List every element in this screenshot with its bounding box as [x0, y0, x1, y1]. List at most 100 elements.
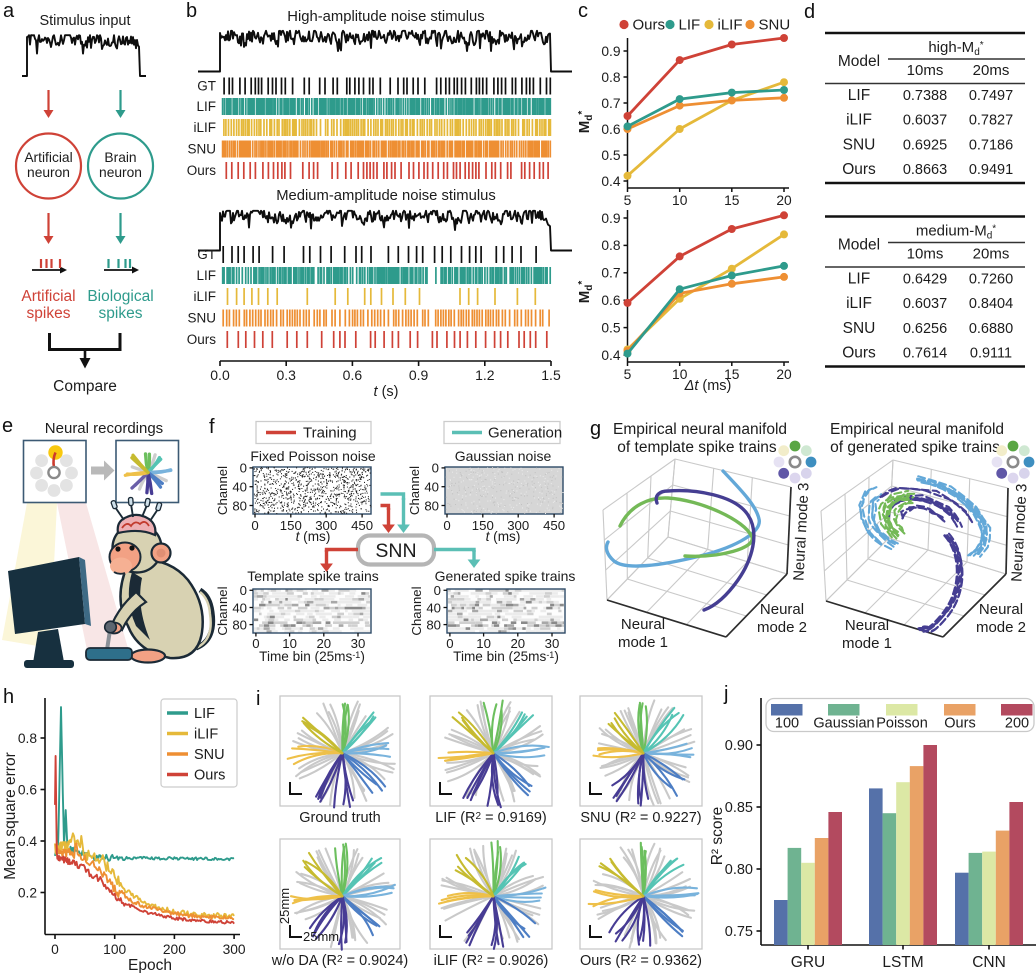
- svg-text:100: 100: [103, 942, 126, 957]
- svg-text:mode 2: mode 2: [976, 619, 1026, 636]
- svg-text:0.9: 0.9: [601, 211, 621, 226]
- svg-text:0.8: 0.8: [18, 731, 38, 746]
- svg-text:0: 0: [251, 518, 258, 533]
- svg-text:Time bin (25ms-1): Time bin (25ms-1): [259, 649, 365, 664]
- svg-text:0: 0: [240, 461, 247, 476]
- svg-text:medium-Md*: medium-Md*: [916, 223, 996, 242]
- svg-text:LIF: LIF: [194, 706, 215, 722]
- svg-text:Channel: Channel: [215, 586, 230, 635]
- svg-text:t (ms): t (ms): [296, 529, 331, 544]
- svg-text:Ours: Ours: [633, 17, 666, 34]
- svg-text:0.9111: 0.9111: [970, 346, 1012, 362]
- svg-text:Poisson: Poisson: [876, 716, 928, 732]
- svg-text:80: 80: [232, 498, 247, 513]
- svg-text:0.3: 0.3: [276, 367, 296, 383]
- svg-text:10ms: 10ms: [907, 246, 944, 263]
- svg-text:of generated spike trains: of generated spike trains: [830, 439, 1000, 456]
- svg-text:10ms: 10ms: [907, 62, 944, 79]
- svg-text:t (s): t (s): [374, 384, 399, 400]
- svg-text:Model: Model: [838, 53, 880, 70]
- svg-text:neuron: neuron: [99, 165, 142, 180]
- svg-text:d: d: [804, 1, 815, 23]
- svg-text:0.7260: 0.7260: [969, 272, 1013, 288]
- svg-text:1.2: 1.2: [475, 367, 495, 383]
- svg-text:0.5: 0.5: [601, 148, 621, 163]
- svg-text:0.8: 0.8: [601, 70, 621, 85]
- svg-text:Channel: Channel: [215, 466, 230, 515]
- svg-text:100: 100: [775, 716, 799, 732]
- svg-text:0.5: 0.5: [601, 320, 621, 335]
- svg-text:0.0: 0.0: [210, 367, 230, 383]
- svg-text:80: 80: [232, 617, 247, 632]
- svg-text:Empirical neural manifold: Empirical neural manifold: [830, 421, 1004, 438]
- svg-text:20ms: 20ms: [973, 246, 1010, 263]
- svg-text:t (ms): t (ms): [486, 529, 521, 544]
- svg-text:LIF: LIF: [848, 271, 870, 288]
- svg-text:neuron: neuron: [27, 165, 70, 180]
- svg-text:e: e: [2, 415, 13, 437]
- svg-text:LIF (R2 = 0.9169): LIF (R2 = 0.9169): [435, 810, 547, 826]
- svg-text:0.9: 0.9: [409, 367, 429, 383]
- svg-text:Compare: Compare: [53, 378, 117, 395]
- svg-text:200: 200: [163, 942, 186, 957]
- svg-text:20: 20: [776, 367, 792, 382]
- svg-text:0.6925: 0.6925: [903, 137, 947, 153]
- svg-text:0: 0: [240, 583, 247, 598]
- svg-text:Artificial: Artificial: [24, 150, 72, 165]
- svg-text:SNU: SNU: [843, 320, 876, 337]
- svg-text:Biological: Biological: [87, 288, 153, 305]
- svg-text:0: 0: [51, 942, 59, 957]
- svg-text:Model: Model: [838, 237, 880, 254]
- svg-text:spikes: spikes: [99, 305, 143, 322]
- svg-text:0.7827: 0.7827: [969, 113, 1013, 129]
- svg-text:20: 20: [776, 193, 792, 208]
- svg-text:0.75: 0.75: [725, 924, 753, 940]
- svg-text:GRU: GRU: [791, 954, 825, 971]
- svg-text:0.4: 0.4: [601, 348, 621, 363]
- svg-text:0.80: 0.80: [725, 862, 753, 878]
- svg-text:R² score: R² score: [709, 807, 726, 866]
- svg-text:iLIF: iLIF: [193, 289, 216, 304]
- svg-text:SNU: SNU: [759, 17, 791, 34]
- svg-text:Ours (R2 = 0.9362): Ours (R2 = 0.9362): [580, 953, 702, 969]
- svg-text:20ms: 20ms: [973, 62, 1010, 79]
- svg-text:0.8404: 0.8404: [969, 296, 1013, 312]
- svg-text:0.7: 0.7: [601, 96, 620, 111]
- svg-text:0.7186: 0.7186: [969, 137, 1013, 153]
- svg-text:Ours: Ours: [944, 716, 975, 732]
- svg-text:0.6037: 0.6037: [903, 113, 947, 129]
- svg-text:0: 0: [443, 518, 450, 533]
- svg-text:40: 40: [232, 480, 247, 495]
- svg-text:Δt (ms): Δt (ms): [684, 378, 732, 394]
- svg-text:0.7497: 0.7497: [969, 88, 1013, 104]
- svg-text:450: 450: [351, 518, 373, 533]
- svg-text:40: 40: [424, 480, 439, 495]
- svg-text:300: 300: [223, 942, 246, 957]
- svg-text:Ours: Ours: [194, 768, 225, 784]
- svg-text:40: 40: [232, 600, 247, 615]
- svg-text:spikes: spikes: [27, 305, 71, 322]
- svg-text:0.6037: 0.6037: [903, 296, 947, 312]
- svg-text:40: 40: [426, 600, 441, 615]
- svg-text:0.2: 0.2: [18, 885, 37, 900]
- svg-text:0.4: 0.4: [601, 174, 621, 189]
- svg-text:80: 80: [424, 498, 439, 513]
- svg-text:iLIF: iLIF: [846, 112, 872, 129]
- svg-text:f: f: [209, 416, 215, 438]
- svg-text:LSTM: LSTM: [882, 954, 923, 971]
- svg-text:SNU: SNU: [187, 142, 216, 157]
- svg-text:h: h: [3, 686, 14, 708]
- svg-text:0.8: 0.8: [601, 238, 621, 253]
- svg-text:Time bin (25ms-1): Time bin (25ms-1): [453, 649, 559, 664]
- svg-text:0.7: 0.7: [601, 266, 620, 281]
- svg-text:0: 0: [432, 461, 439, 476]
- svg-text:iLIF: iLIF: [846, 295, 872, 312]
- svg-text:CNN: CNN: [972, 954, 1006, 971]
- svg-text:25mm: 25mm: [303, 929, 339, 944]
- svg-text:Training: Training: [303, 425, 357, 442]
- svg-text:SNU: SNU: [187, 311, 216, 326]
- svg-text:LIF: LIF: [679, 17, 701, 34]
- svg-text:0.9491: 0.9491: [969, 162, 1013, 178]
- svg-text:0: 0: [434, 583, 441, 598]
- svg-text:SNU: SNU: [194, 747, 225, 763]
